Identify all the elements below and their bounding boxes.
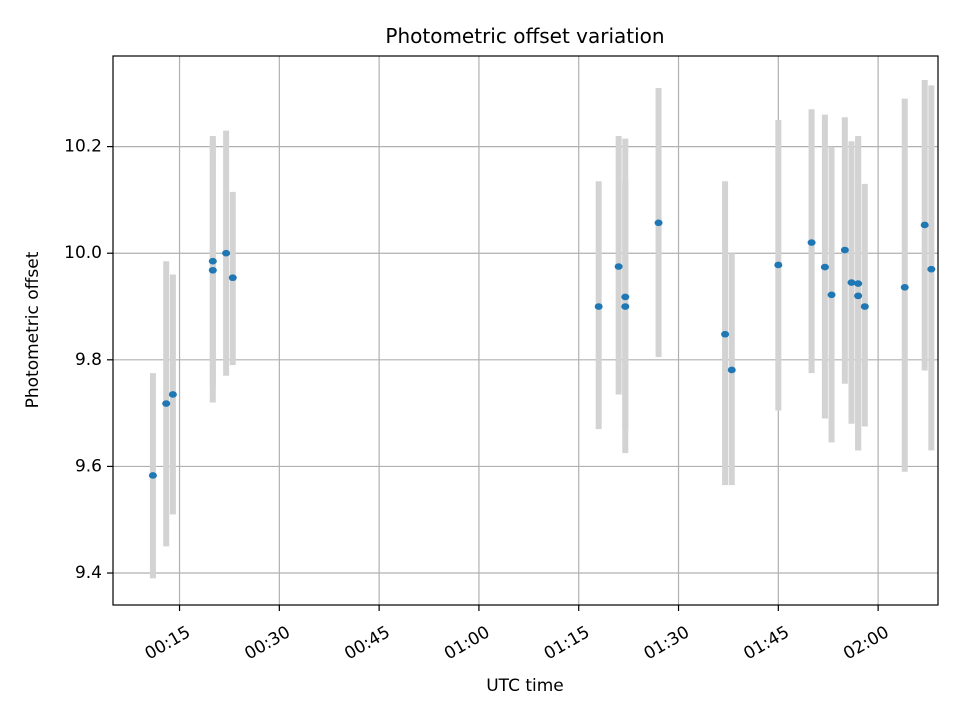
data-point [162,400,171,407]
data-point [594,303,603,310]
data-points [148,219,936,479]
data-point [614,263,623,270]
data-point [860,303,869,310]
data-point [721,330,730,338]
data-point [927,265,936,273]
y-tick-label: 9.8 [75,350,102,370]
data-point [168,391,177,398]
x-axis-title: UTC time [486,676,564,696]
chart-title: Photometric offset variation [385,24,664,48]
data-point [727,366,736,374]
data-point [854,280,863,287]
data-point [621,293,630,301]
y-tick-label: 10.0 [64,243,102,263]
y-axis-title: Photometric offset [23,251,43,408]
data-point [774,261,783,269]
data-point [920,221,929,229]
data-point [621,303,630,310]
data-point [228,274,237,282]
data-point [820,263,829,271]
y-tick-label: 9.4 [75,563,102,583]
data-point [840,246,849,254]
data-point [148,472,157,479]
data-point [222,249,231,257]
data-point [847,279,856,286]
plot-area [113,56,938,605]
data-point [208,257,217,265]
data-point [208,266,217,274]
data-point [807,239,816,246]
data-point [827,291,836,299]
data-point [654,219,663,227]
data-point [854,292,863,300]
plot-frame [112,55,939,606]
y-tick-label: 9.6 [75,456,102,476]
data-point [900,284,909,291]
y-tick-label: 10.2 [64,137,102,157]
